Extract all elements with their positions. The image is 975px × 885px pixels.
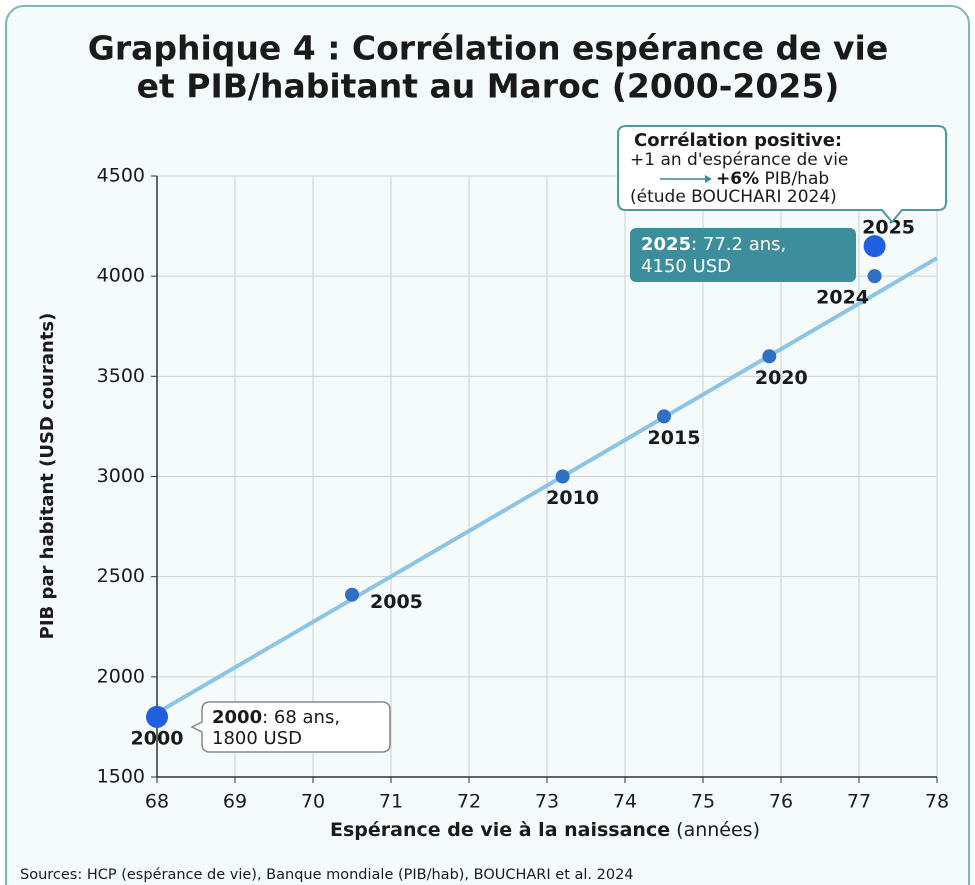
annotation-bold: +6% bbox=[716, 169, 759, 189]
y-tick-label: 2500 bbox=[97, 565, 145, 587]
y-tick-label: 1500 bbox=[97, 766, 145, 788]
x-tick-label: 73 bbox=[535, 791, 559, 813]
x-tick-label: 70 bbox=[301, 791, 325, 813]
annotation-box bbox=[617, 125, 947, 224]
annotation-2025: 2025: 77.2 ans, 4150 USD bbox=[630, 228, 856, 282]
x-tick-label: 72 bbox=[457, 791, 481, 813]
point-label: 2005 bbox=[370, 591, 423, 613]
point bbox=[867, 269, 882, 284]
annotation-box bbox=[630, 228, 856, 282]
x-axis-label: Espérance de vie à la naissance (années) bbox=[330, 819, 760, 841]
annotation-2000: 2000: 68 ans, 1800 USD bbox=[190, 701, 391, 753]
annotation-title: Corrélation positive: bbox=[634, 130, 842, 151]
annotation-bold: 2000 bbox=[212, 707, 262, 728]
annotation-text: 2025: 77.2 ans, bbox=[641, 234, 786, 255]
point bbox=[863, 235, 886, 258]
plot: 68 69 70 71 72 73 74 75 76 77 78 1500 2000 2500 3000 35… bbox=[97, 165, 949, 813]
point bbox=[345, 587, 359, 602]
point-label: 2015 bbox=[648, 427, 701, 449]
annotation-text: +6% PIB/hab bbox=[716, 169, 829, 189]
y-tick-label: 3000 bbox=[97, 465, 145, 487]
point-label: 2020 bbox=[755, 367, 808, 389]
trend-line bbox=[155, 256, 939, 715]
annotation-correlation: Corrélation positive: +1 an d'espérance … bbox=[617, 125, 947, 224]
chart-title: et PIB/habitant au Maroc (2000-2025) bbox=[137, 67, 840, 106]
frame bbox=[5, 5, 970, 885]
point-label: 2000 bbox=[131, 727, 184, 749]
point-label: 2024 bbox=[816, 287, 869, 309]
x-tick-label: 68 bbox=[145, 791, 169, 813]
annotation-box bbox=[190, 701, 391, 753]
chart-title: Graphique 4 : Corrélation espérance de v… bbox=[88, 29, 889, 68]
annotation-rest: : 68 ans, bbox=[262, 707, 340, 728]
annotation-text: +1 an d'espérance de vie bbox=[630, 150, 848, 170]
x-tick-label: 76 bbox=[769, 791, 793, 813]
point bbox=[555, 469, 570, 484]
annotation-text: (étude BOUCHARI 2024) bbox=[630, 187, 837, 207]
y-tick-label: 4000 bbox=[97, 265, 145, 287]
point bbox=[146, 705, 168, 728]
arrowhead bbox=[705, 175, 712, 183]
y-tick-label: 2000 bbox=[97, 665, 145, 687]
point-label: 2025 bbox=[862, 217, 915, 239]
x-tick-label: 71 bbox=[379, 791, 403, 813]
point bbox=[657, 409, 671, 424]
annotation-text: 1800 USD bbox=[212, 728, 302, 749]
annotation-text: 4150 USD bbox=[641, 256, 731, 277]
x-tick-label: 78 bbox=[925, 791, 949, 813]
y-tick-label: 4500 bbox=[97, 165, 145, 187]
point-label: 2010 bbox=[546, 487, 599, 509]
x-tick-label: 77 bbox=[847, 791, 871, 813]
point bbox=[762, 349, 777, 364]
x-tick-label: 69 bbox=[223, 791, 247, 813]
annotation-text: 2000: 68 ans, bbox=[212, 707, 340, 728]
x-tick-label: 74 bbox=[613, 791, 637, 813]
source: Sources: HCP (espérance de vie), Banque … bbox=[20, 867, 634, 883]
annotation-bold: 2025 bbox=[641, 234, 691, 255]
annotation-rest: : 77.2 ans, bbox=[691, 234, 786, 255]
annotation-rest: PIB/hab bbox=[765, 169, 830, 189]
x-tick-label: 75 bbox=[691, 791, 715, 813]
y-axis-label: PIB par habitant (USD courants) bbox=[37, 313, 58, 640]
x-axis-label-bold: Espérance de vie à la naissance bbox=[330, 819, 670, 841]
y-tick-label: 3500 bbox=[97, 365, 145, 387]
x-axis-label-unit: (années) bbox=[676, 819, 760, 841]
